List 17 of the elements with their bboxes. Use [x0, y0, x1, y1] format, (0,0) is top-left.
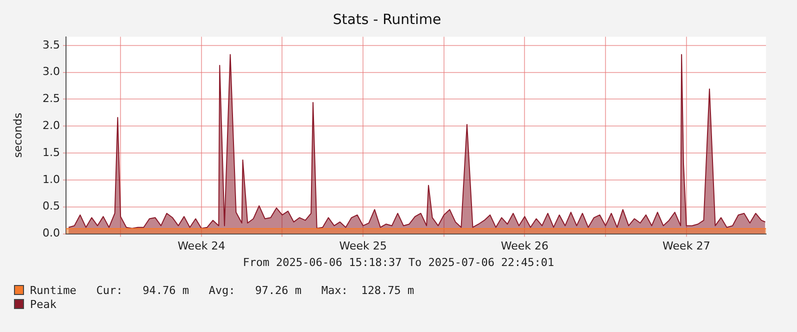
x-tick-label: Week 24	[178, 239, 226, 252]
y-tick-label: 2.5	[42, 92, 60, 106]
legend-label: Peak	[30, 298, 56, 310]
y-axis-title: seconds	[11, 112, 24, 158]
x-tick-label: Week 25	[339, 239, 387, 252]
text: From 2025-06-06 15:18:37 To 2025-07-06 22:45:01	[242, 256, 556, 269]
y-tick-label: 2.0	[42, 119, 60, 132]
x-tick-label: Week 27	[662, 239, 710, 252]
y-tick-label: 1.5	[42, 146, 60, 159]
y-tick-label: 1.0	[42, 172, 60, 186]
text: Runtime Cur: 94.76 m Avg: 97.26 m Max: 128.75 m	[30, 284, 414, 296]
y-tick-label: 0.5	[42, 200, 60, 213]
chart-title: Stats - Runtime	[332, 12, 442, 28]
x-tick-label: Week 26	[500, 239, 549, 252]
y-tick-label: 3.0	[42, 65, 60, 78]
y-tick-label: 3.5	[42, 38, 60, 52]
y-tick-label: 0.0	[42, 226, 60, 240]
